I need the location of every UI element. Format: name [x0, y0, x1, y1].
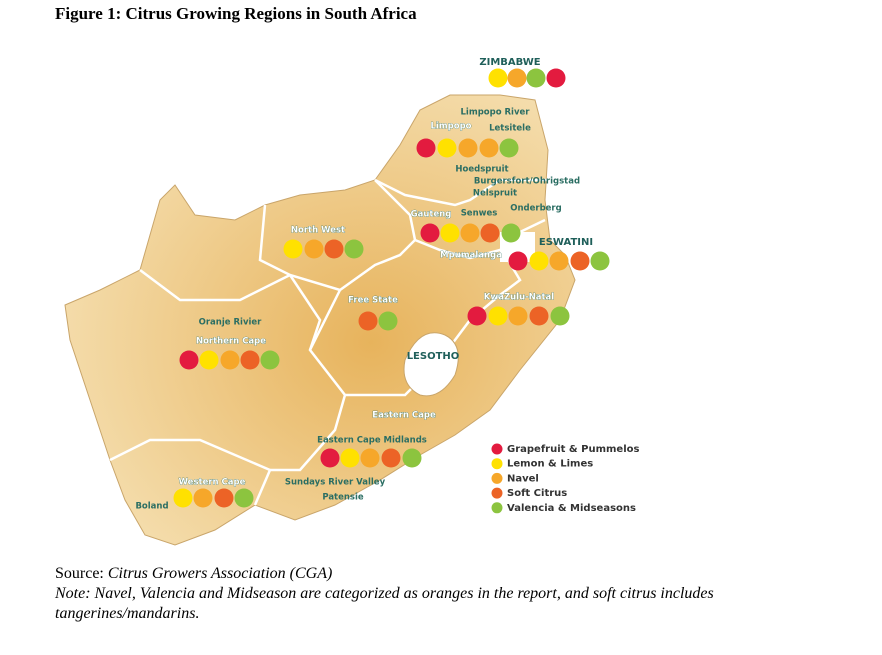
dot	[458, 138, 478, 158]
dot	[508, 251, 528, 271]
dot	[479, 138, 499, 158]
dot	[199, 350, 219, 370]
map-label: KwaZulu-Natal	[484, 293, 555, 303]
dot	[173, 488, 193, 508]
map-label: Gauteng	[411, 210, 452, 220]
legend-label: Lemon & Limes	[507, 459, 593, 470]
dot	[499, 138, 519, 158]
dot	[234, 488, 254, 508]
dot	[508, 306, 528, 326]
dot	[340, 448, 360, 468]
dot	[378, 311, 398, 331]
dot	[546, 68, 566, 88]
legend: Grapefruit & Pummelos Lemon & Limes Navel S…	[491, 443, 639, 514]
figure-title: Figure 1: Citrus Growing Regions in Sout…	[55, 4, 417, 23]
dot	[304, 239, 324, 259]
map-label: Western Cape	[179, 478, 246, 488]
dot	[320, 448, 340, 468]
legend-swatch	[491, 458, 503, 470]
dot	[214, 488, 234, 508]
dot	[358, 311, 378, 331]
dot	[220, 350, 240, 370]
dot	[570, 251, 590, 271]
dot	[460, 223, 480, 243]
map-label: Mpumalanga	[440, 251, 502, 261]
region-labels: ZIMBABWE Limpopo River Limpopo Letsitele…	[135, 57, 593, 512]
map-label: Eastern Cape	[372, 411, 436, 421]
map-label: Letsitele	[489, 124, 531, 134]
dot	[324, 239, 344, 259]
dot	[360, 448, 380, 468]
map-label: North West	[291, 226, 345, 236]
map-label: Nelspruit	[473, 189, 517, 199]
map-label: ZIMBABWE	[479, 57, 540, 68]
footnote: Source: Citrus Growers Association (CGA)…	[55, 564, 825, 624]
legend-swatch	[491, 487, 503, 499]
dot	[193, 488, 213, 508]
map-label: Boland	[135, 502, 168, 512]
map-label: Patensie	[322, 493, 364, 503]
map-label: Limpopo River	[461, 108, 531, 118]
source-line: Source: Citrus Growers Association (CGA)	[55, 564, 825, 584]
source-prefix: Source:	[55, 565, 104, 582]
dot	[381, 448, 401, 468]
dot	[590, 251, 610, 271]
map-label: Free State	[348, 296, 398, 306]
dot	[529, 251, 549, 271]
dot	[179, 350, 199, 370]
dot	[437, 138, 457, 158]
legend-label: Soft Citrus	[507, 488, 567, 499]
dot	[529, 306, 549, 326]
legend-swatch	[491, 443, 503, 455]
legend-swatch	[491, 472, 503, 484]
map-label: LESOTHO	[407, 351, 460, 362]
map-label: Onderberg	[510, 204, 561, 214]
citrus-dots	[173, 68, 610, 508]
dot	[480, 223, 500, 243]
map-label: Northern Cape	[196, 337, 266, 347]
map-label: Sundays River Valley	[285, 478, 386, 488]
map-label: Limpopo	[430, 122, 471, 132]
dot	[467, 306, 487, 326]
map-label: Senwes	[461, 209, 498, 219]
map: ZIMBABWE Limpopo River Limpopo Letsitele…	[64, 57, 639, 546]
dot	[526, 68, 546, 88]
dot	[240, 350, 260, 370]
map-label: Burgersfort/Ohrigstad	[474, 177, 580, 187]
dot	[488, 306, 508, 326]
dot	[402, 448, 422, 468]
dot	[283, 239, 303, 259]
dot	[420, 223, 440, 243]
map-label: Eastern Cape Midlands	[317, 436, 427, 446]
map-label: Hoedspruit	[455, 165, 508, 175]
legend-label: Grapefruit & Pummelos	[507, 444, 639, 455]
dot	[550, 306, 570, 326]
lesotho	[403, 332, 459, 397]
map-label: ESWATINI	[539, 237, 593, 248]
dot	[507, 68, 527, 88]
dot	[501, 223, 521, 243]
legend-label: Navel	[507, 473, 539, 484]
legend-swatch	[491, 502, 503, 514]
dot	[440, 223, 460, 243]
dot	[416, 138, 436, 158]
dot	[344, 239, 364, 259]
legend-label: Valencia & Midseasons	[507, 503, 636, 514]
dot	[260, 350, 280, 370]
dot	[488, 68, 508, 88]
map-label: Oranje Rivier	[199, 318, 263, 328]
dot	[549, 251, 569, 271]
source-name: Citrus Growers Association (CGA)	[107, 565, 333, 582]
note: Note: Navel, Valencia and Midseason are …	[55, 585, 714, 622]
province-borders	[109, 178, 548, 506]
